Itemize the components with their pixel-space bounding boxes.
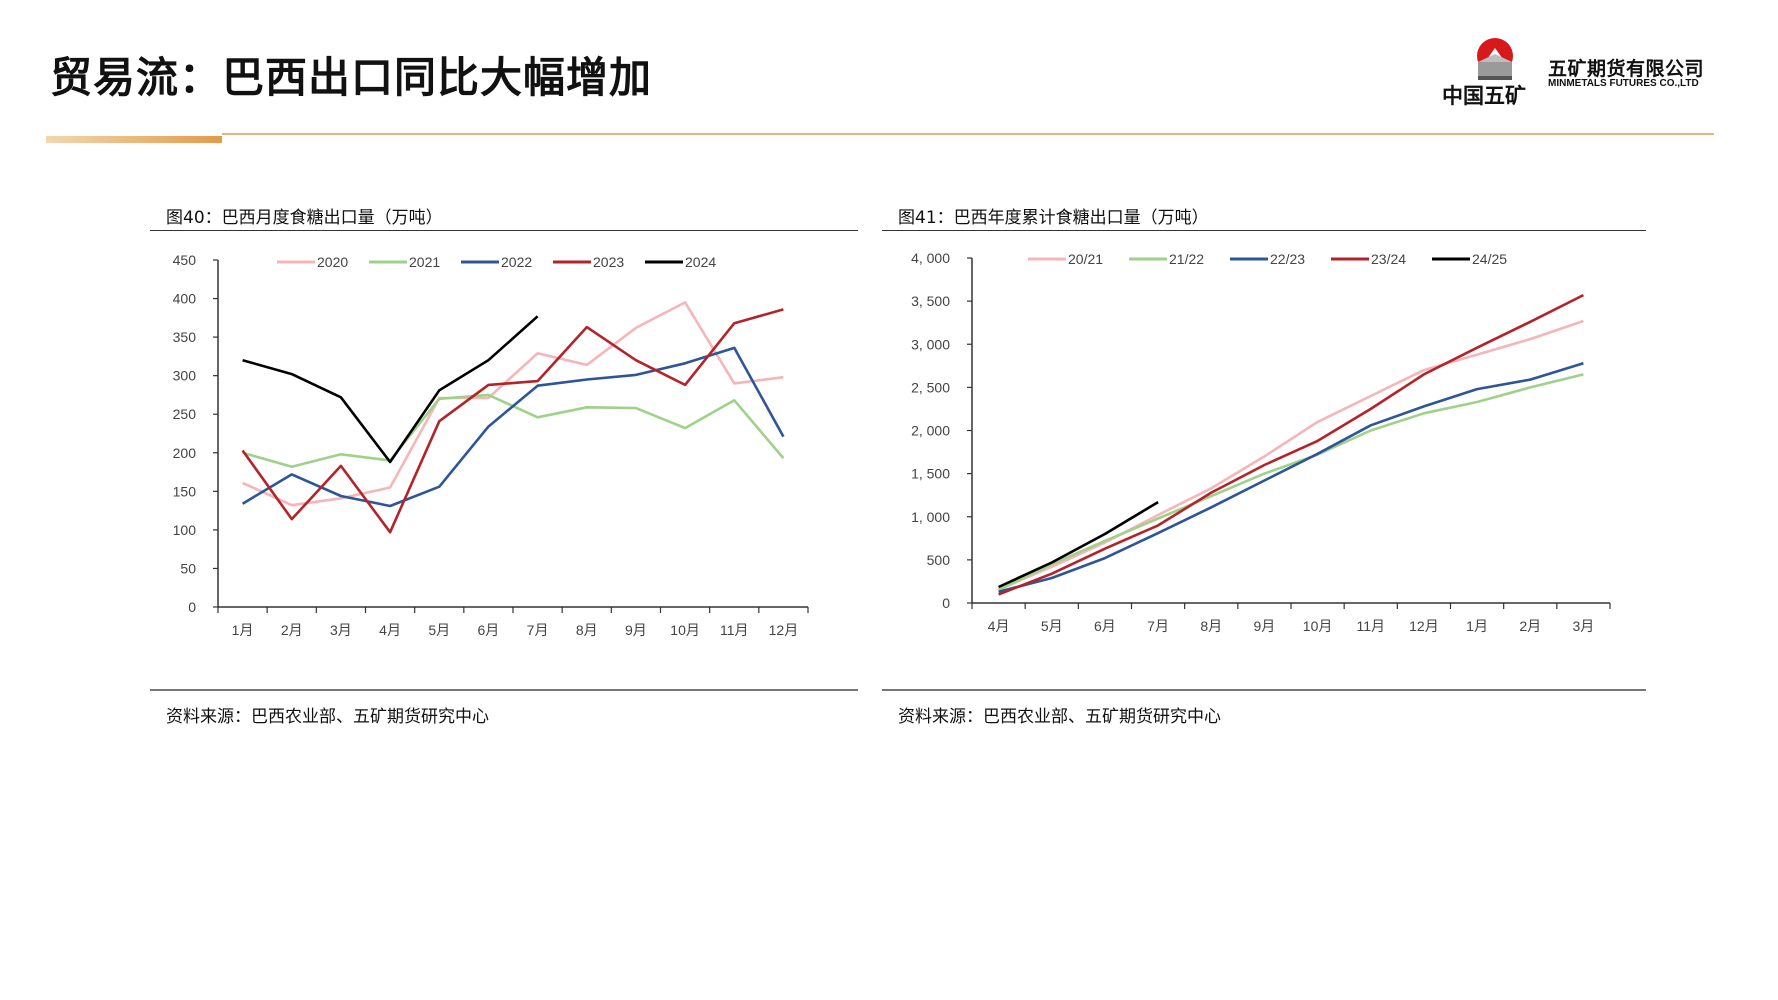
minmetals-emblem-icon <box>1477 38 1513 80</box>
logo-group-name: 中国五矿 <box>1442 84 1526 108</box>
chart2-legend-label: 23/24 <box>1371 251 1406 267</box>
chart1-series-2023 <box>241 308 784 534</box>
title-underline-accent <box>46 136 222 143</box>
chart2-x-tick-label: 8月 <box>1200 618 1222 634</box>
chart1-series-2021 <box>242 393 785 469</box>
chart1-y-tick-label: 400 <box>173 291 197 307</box>
chart2-y-tick-label: 1, 000 <box>911 509 950 525</box>
chart1-x-tick-label: 11月 <box>720 622 749 638</box>
chart1-x-tick-label: 9月 <box>625 622 647 638</box>
chart1-y-tick-label: 100 <box>173 522 197 538</box>
chart2-y-tick-label: 2, 500 <box>911 379 950 395</box>
chart1-x-tick-label: 12月 <box>769 622 799 638</box>
chart2-x-tick-label: 12月 <box>1409 618 1439 634</box>
chart1-series-2022 <box>241 346 785 508</box>
logo-company-cn: 五矿期货有限公司 <box>1548 58 1705 80</box>
chart2-x-tick-label: 10月 <box>1303 618 1333 634</box>
chart2-x-tick-label: 7月 <box>1147 618 1169 634</box>
chart2-figure-title: 图41：巴西年度累计食糖出口量（万吨） <box>898 208 1209 228</box>
chart1-legend-label: 2021 <box>409 254 440 270</box>
chart1-legend-label: 2024 <box>685 254 716 270</box>
chart1-y-tick-label: 150 <box>173 483 197 499</box>
chart1-x-tick-label: 7月 <box>527 622 549 638</box>
chart1-x-tick-label: 10月 <box>670 622 700 638</box>
chart2-series-22-23 <box>998 361 1584 594</box>
chart1-legend-label: 2022 <box>501 254 532 270</box>
chart1-x-tick-label: 6月 <box>478 622 500 638</box>
chart1-legend-label: 2023 <box>593 254 624 270</box>
chart1-y-tick-label: 0 <box>188 599 196 615</box>
logo-company-en: MINMETALS FUTURES CO.,LTD <box>1548 78 1699 89</box>
chart1-x-tick-label: 5月 <box>428 622 450 638</box>
title-underline <box>222 133 1714 135</box>
chart1-legend-label: 2020 <box>317 254 348 270</box>
chart2-source-rule <box>882 689 1646 691</box>
chart2-y-tick-label: 2, 000 <box>911 423 950 439</box>
chart2-legend-label: 21/22 <box>1169 251 1204 267</box>
chart2-series-24-25 <box>998 500 1159 589</box>
chart1-y-tick-label: 450 <box>173 252 197 268</box>
chart1-figure-title: 图40：巴西月度食糖出口量（万吨） <box>166 208 443 228</box>
chart1-y-tick-label: 350 <box>173 329 197 345</box>
chart2-series-20-21 <box>998 319 1584 591</box>
chart2-y-tick-label: 4, 000 <box>911 250 950 266</box>
page-title: 贸易流：巴西出口同比大幅增加 <box>50 53 653 102</box>
chart1-x-tick-label: 2月 <box>281 622 303 638</box>
chart2-x-tick-label: 4月 <box>988 618 1010 634</box>
chart1-y-tick-label: 50 <box>180 560 196 576</box>
chart2-legend-label: 20/21 <box>1068 251 1103 267</box>
chart1-series-2020 <box>242 301 784 507</box>
chart1-y-tick-label: 300 <box>173 368 197 384</box>
chart2-x-tick-label: 3月 <box>1573 618 1595 634</box>
chart2-x-tick-label: 5月 <box>1041 618 1063 634</box>
chart2-series-21-22 <box>998 373 1584 592</box>
chart2-legend-label: 22/23 <box>1270 251 1305 267</box>
chart1-title-rule <box>150 230 858 231</box>
company-logo: 中国五矿 五矿期货有限公司 MINMETALS FUTURES CO.,LTD <box>1430 30 1730 110</box>
chart1-source: 资料来源：巴西农业部、五矿期货研究中心 <box>166 707 489 727</box>
chart1-x-tick-label: 8月 <box>576 622 598 638</box>
chart1-x-tick-label: 3月 <box>330 622 352 638</box>
chart1-x-tick-label: 4月 <box>379 622 401 638</box>
chart2-x-tick-label: 1月 <box>1466 618 1488 634</box>
chart2-y-tick-label: 500 <box>927 552 951 568</box>
chart1-x-tick-label: 1月 <box>232 622 254 638</box>
chart2-legend-label: 24/25 <box>1472 251 1507 267</box>
chart2-x-tick-label: 2月 <box>1519 618 1541 634</box>
chart2-source: 资料来源：巴西农业部、五矿期货研究中心 <box>898 707 1221 727</box>
chart2-series-23-24 <box>998 293 1584 596</box>
chart2-y-tick-label: 0 <box>942 595 950 611</box>
chart2-y-tick-label: 1, 500 <box>911 466 950 482</box>
chart1-y-tick-label: 200 <box>173 445 197 461</box>
chart1-y-tick-label: 250 <box>173 406 197 422</box>
chart2-x-tick-label: 6月 <box>1094 618 1116 634</box>
chart1-source-rule <box>150 689 858 691</box>
chart2-y-tick-label: 3, 000 <box>911 336 950 352</box>
chart2-x-tick-label: 9月 <box>1254 618 1276 634</box>
chart2-title-rule <box>882 230 1646 231</box>
chart2-y-tick-label: 3, 500 <box>911 293 950 309</box>
chart1-series-2024 <box>242 315 539 464</box>
chart2-x-tick-label: 11月 <box>1356 618 1385 634</box>
